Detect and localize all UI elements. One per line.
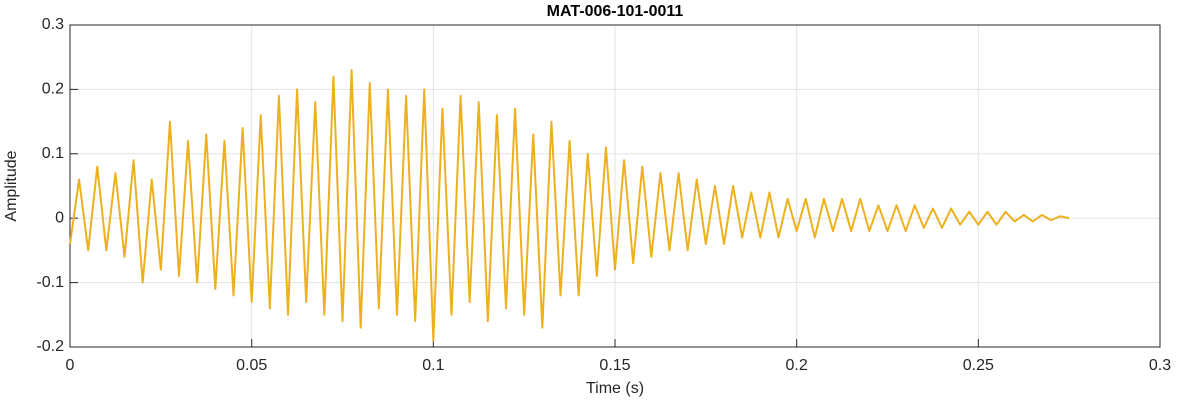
x-tick-label: 0 xyxy=(66,357,75,374)
y-tick-label: 0.3 xyxy=(42,16,64,33)
y-tick-label: -0.1 xyxy=(36,274,64,291)
x-tick-label: 0.3 xyxy=(1149,357,1171,374)
y-tick-label: 0 xyxy=(55,209,64,226)
waveform-line xyxy=(69,69,1070,342)
x-axis-label: Time (s) xyxy=(586,380,644,397)
y-tick-label: 0.2 xyxy=(42,81,64,98)
chart-title: MAT-006-101-0011 xyxy=(547,3,684,20)
x-tick-label: 0.2 xyxy=(786,357,808,374)
axes-box xyxy=(69,24,1161,348)
x-tick-label: 0.25 xyxy=(963,357,994,374)
y-tick-label: -0.2 xyxy=(36,338,64,355)
y-axis-label: Amplitude xyxy=(3,150,20,221)
x-tick-label: 0.15 xyxy=(599,357,630,374)
x-tick-label: 0.1 xyxy=(422,357,444,374)
x-tick-label: 0.05 xyxy=(236,357,267,374)
y-tick-label: 0.1 xyxy=(42,145,64,162)
